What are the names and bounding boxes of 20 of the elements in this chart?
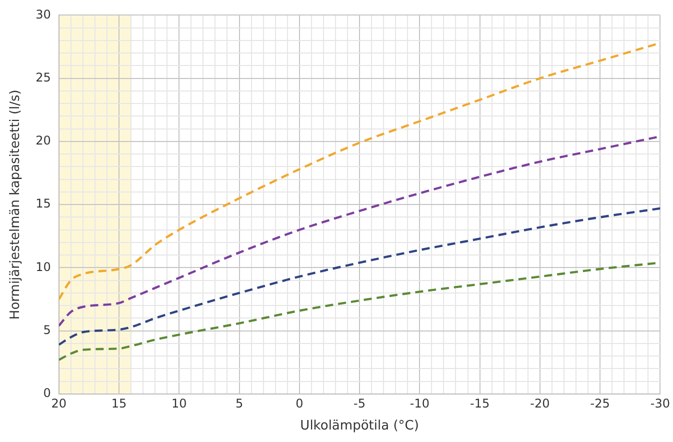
x-tick-label: -25 (590, 396, 610, 410)
x-tick-label: 5 (235, 396, 244, 410)
x-tick-label: 0 (296, 396, 304, 410)
x-tick-label: -20 (530, 396, 550, 410)
x-tick-label: 15 (111, 396, 127, 410)
y-tick-label: 0 (43, 386, 51, 400)
x-tick-label: -30 (650, 396, 670, 410)
y-tick-label: 30 (36, 7, 51, 22)
y-tick-label: 20 (36, 134, 51, 148)
x-axis-title: Ulkolämpötila (°C) (300, 418, 419, 434)
y-tick-label: 15 (36, 196, 51, 211)
x-tick-label: -10 (410, 396, 430, 410)
x-tick-label: 10 (171, 396, 187, 410)
x-tick-label: -15 (470, 396, 490, 410)
line-series (58, 207, 660, 346)
y-tick-label: 5 (43, 322, 51, 337)
y-tick-label: 10 (36, 260, 51, 274)
x-tick-label: -5 (354, 396, 366, 410)
y-tick-label: 25 (36, 70, 51, 84)
y-axis-title: Hormijärjestelmän kapasiteetti (l/s) (8, 90, 24, 320)
